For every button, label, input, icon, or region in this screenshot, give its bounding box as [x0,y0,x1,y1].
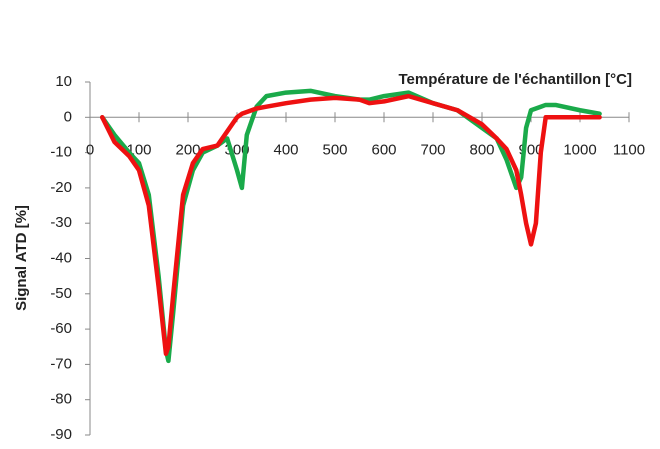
x-axis-title: Température de l'échantillon [°C] [399,71,633,88]
x-tick-label: 800 [469,141,494,158]
x-tick-label: 0 [86,141,94,158]
y-tick-label: -60 [50,320,72,337]
x-tick-label: 1000 [563,141,596,158]
y-tick-label: -40 [50,249,72,266]
data-line [100,88,602,364]
y-tick-label: -70 [50,355,72,372]
y-tick-label: -50 [50,285,72,302]
x-tick-label: 600 [371,141,396,158]
x-tick-label: 400 [273,141,298,158]
y-tick-label: -20 [50,179,72,196]
y-tick-label: 10 [55,73,72,90]
y-tick-label: -80 [50,391,72,408]
y-tick-label: -10 [50,144,72,161]
y-tick-label: -90 [50,426,72,443]
x-tick-label: 1100 [613,141,645,158]
x-tick-label: 200 [175,141,200,158]
x-tick-label: 700 [420,141,445,158]
y-axis-title: Signal ATD [%] [13,205,30,311]
x-tick-label: 500 [322,141,347,158]
y-tick-label: -30 [50,214,72,231]
y-tick-label: 0 [64,108,72,125]
data-line [100,93,602,357]
